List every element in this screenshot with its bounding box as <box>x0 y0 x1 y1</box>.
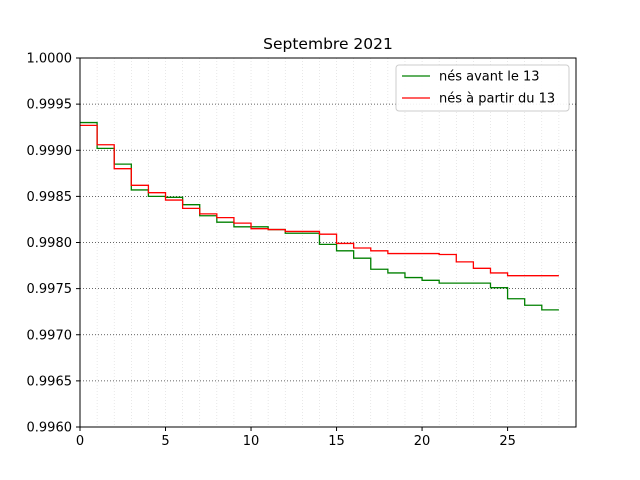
x-tick-label: 10 <box>243 434 260 449</box>
legend-label-1: nés avant le 13 <box>439 70 540 85</box>
legend-label-2: nés à partir du 13 <box>439 92 555 107</box>
y-tick-label: 0.9970 <box>27 328 73 343</box>
y-tick-label: 1.0000 <box>27 52 73 67</box>
x-tick-label: 20 <box>414 434 431 449</box>
x-tick-label: 15 <box>328 434 345 449</box>
legend: nés avant le 13 nés à partir du 13 <box>395 64 570 112</box>
chart-title: Septembre 2021 <box>263 35 393 53</box>
series-line-2 <box>80 124 559 277</box>
y-tick-label: 0.9975 <box>27 282 73 297</box>
legend-box <box>395 64 570 112</box>
x-tick-label: 0 <box>76 434 84 449</box>
series-line-1 <box>80 121 559 311</box>
y-tick-label: 0.9985 <box>27 190 73 205</box>
axis-ticks: 0 5 10 15 20 25 0.9960 0.9965 0.9970 0.9975 0.9980… <box>27 52 516 450</box>
series-layer <box>80 121 559 311</box>
x-tick-label: 25 <box>499 434 516 449</box>
y-tick-label: 0.9995 <box>27 98 73 113</box>
y-tick-label: 0.9980 <box>27 236 73 251</box>
y-tick-label: 0.9990 <box>27 144 73 159</box>
y-tick-label: 0.9965 <box>27 374 73 389</box>
x-tick-label: 5 <box>161 434 169 449</box>
y-tick-label: 0.9960 <box>27 421 73 436</box>
